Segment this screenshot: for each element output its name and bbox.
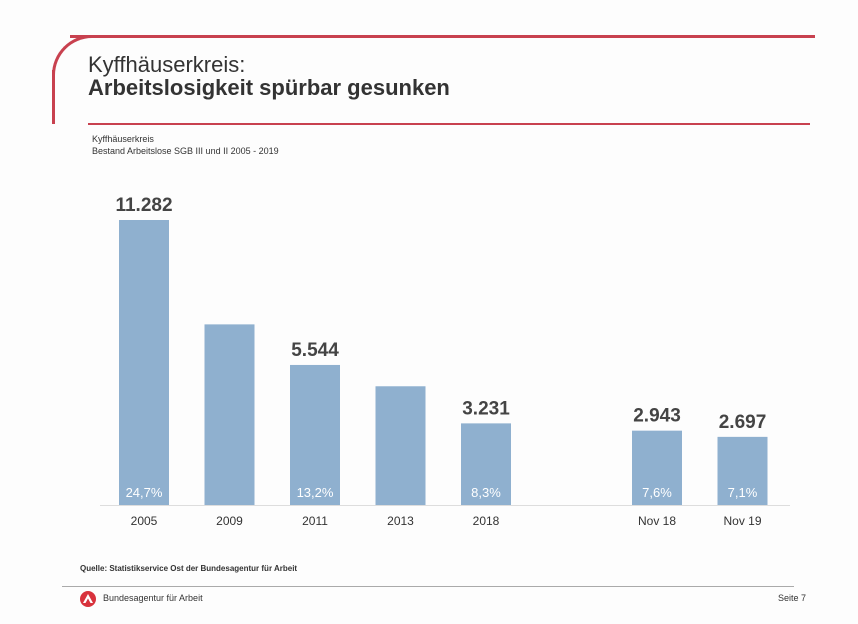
divider [88,123,810,125]
accent-line [70,35,815,38]
x-tick-label: 2005 [131,514,158,528]
data-label: 11.282 [115,195,172,216]
accent-line-left [52,70,55,124]
page-number: Seite 7 [778,593,807,603]
rate-label: 7,1% [728,485,758,500]
x-tick-label: 2009 [216,514,243,528]
data-label: 5.544 [291,340,339,361]
brand-name: Bundesagentur für Arbeit [103,593,203,603]
bar [461,423,511,505]
rate-label: 13,2% [297,485,334,500]
bar [375,386,426,505]
x-tick-label: Nov 18 [638,514,676,528]
source-note: Quelle: Statistikservice Ost der Bundesa… [80,564,298,573]
ba-logo-icon [80,591,96,607]
chart-subtitle: Bestand Arbeitslose SGB III und II 2005 … [92,146,279,156]
bar [717,436,768,505]
bar [204,324,255,505]
chart-title: Kyffhäuserkreis [92,134,154,144]
rate-label: 24,7% [126,485,163,500]
data-label: 2.697 [719,412,767,433]
slide-title: Kyffhäuserkreis: [88,52,246,77]
x-tick-label: 2013 [387,514,414,528]
x-tick-label: 2018 [473,514,500,528]
rate-label: 7,6% [642,485,672,500]
data-label: 3.231 [462,398,510,419]
rate-label: 8,3% [471,485,501,500]
footer-divider [62,586,794,587]
bar [290,364,340,505]
x-tick-label: 2011 [302,514,328,528]
data-label: 2.943 [633,406,681,427]
bar [632,430,682,505]
slide-headline: Arbeitslosigkeit spürbar gesunken [88,75,450,100]
bar [119,220,169,505]
x-tick-label: Nov 19 [723,514,761,528]
